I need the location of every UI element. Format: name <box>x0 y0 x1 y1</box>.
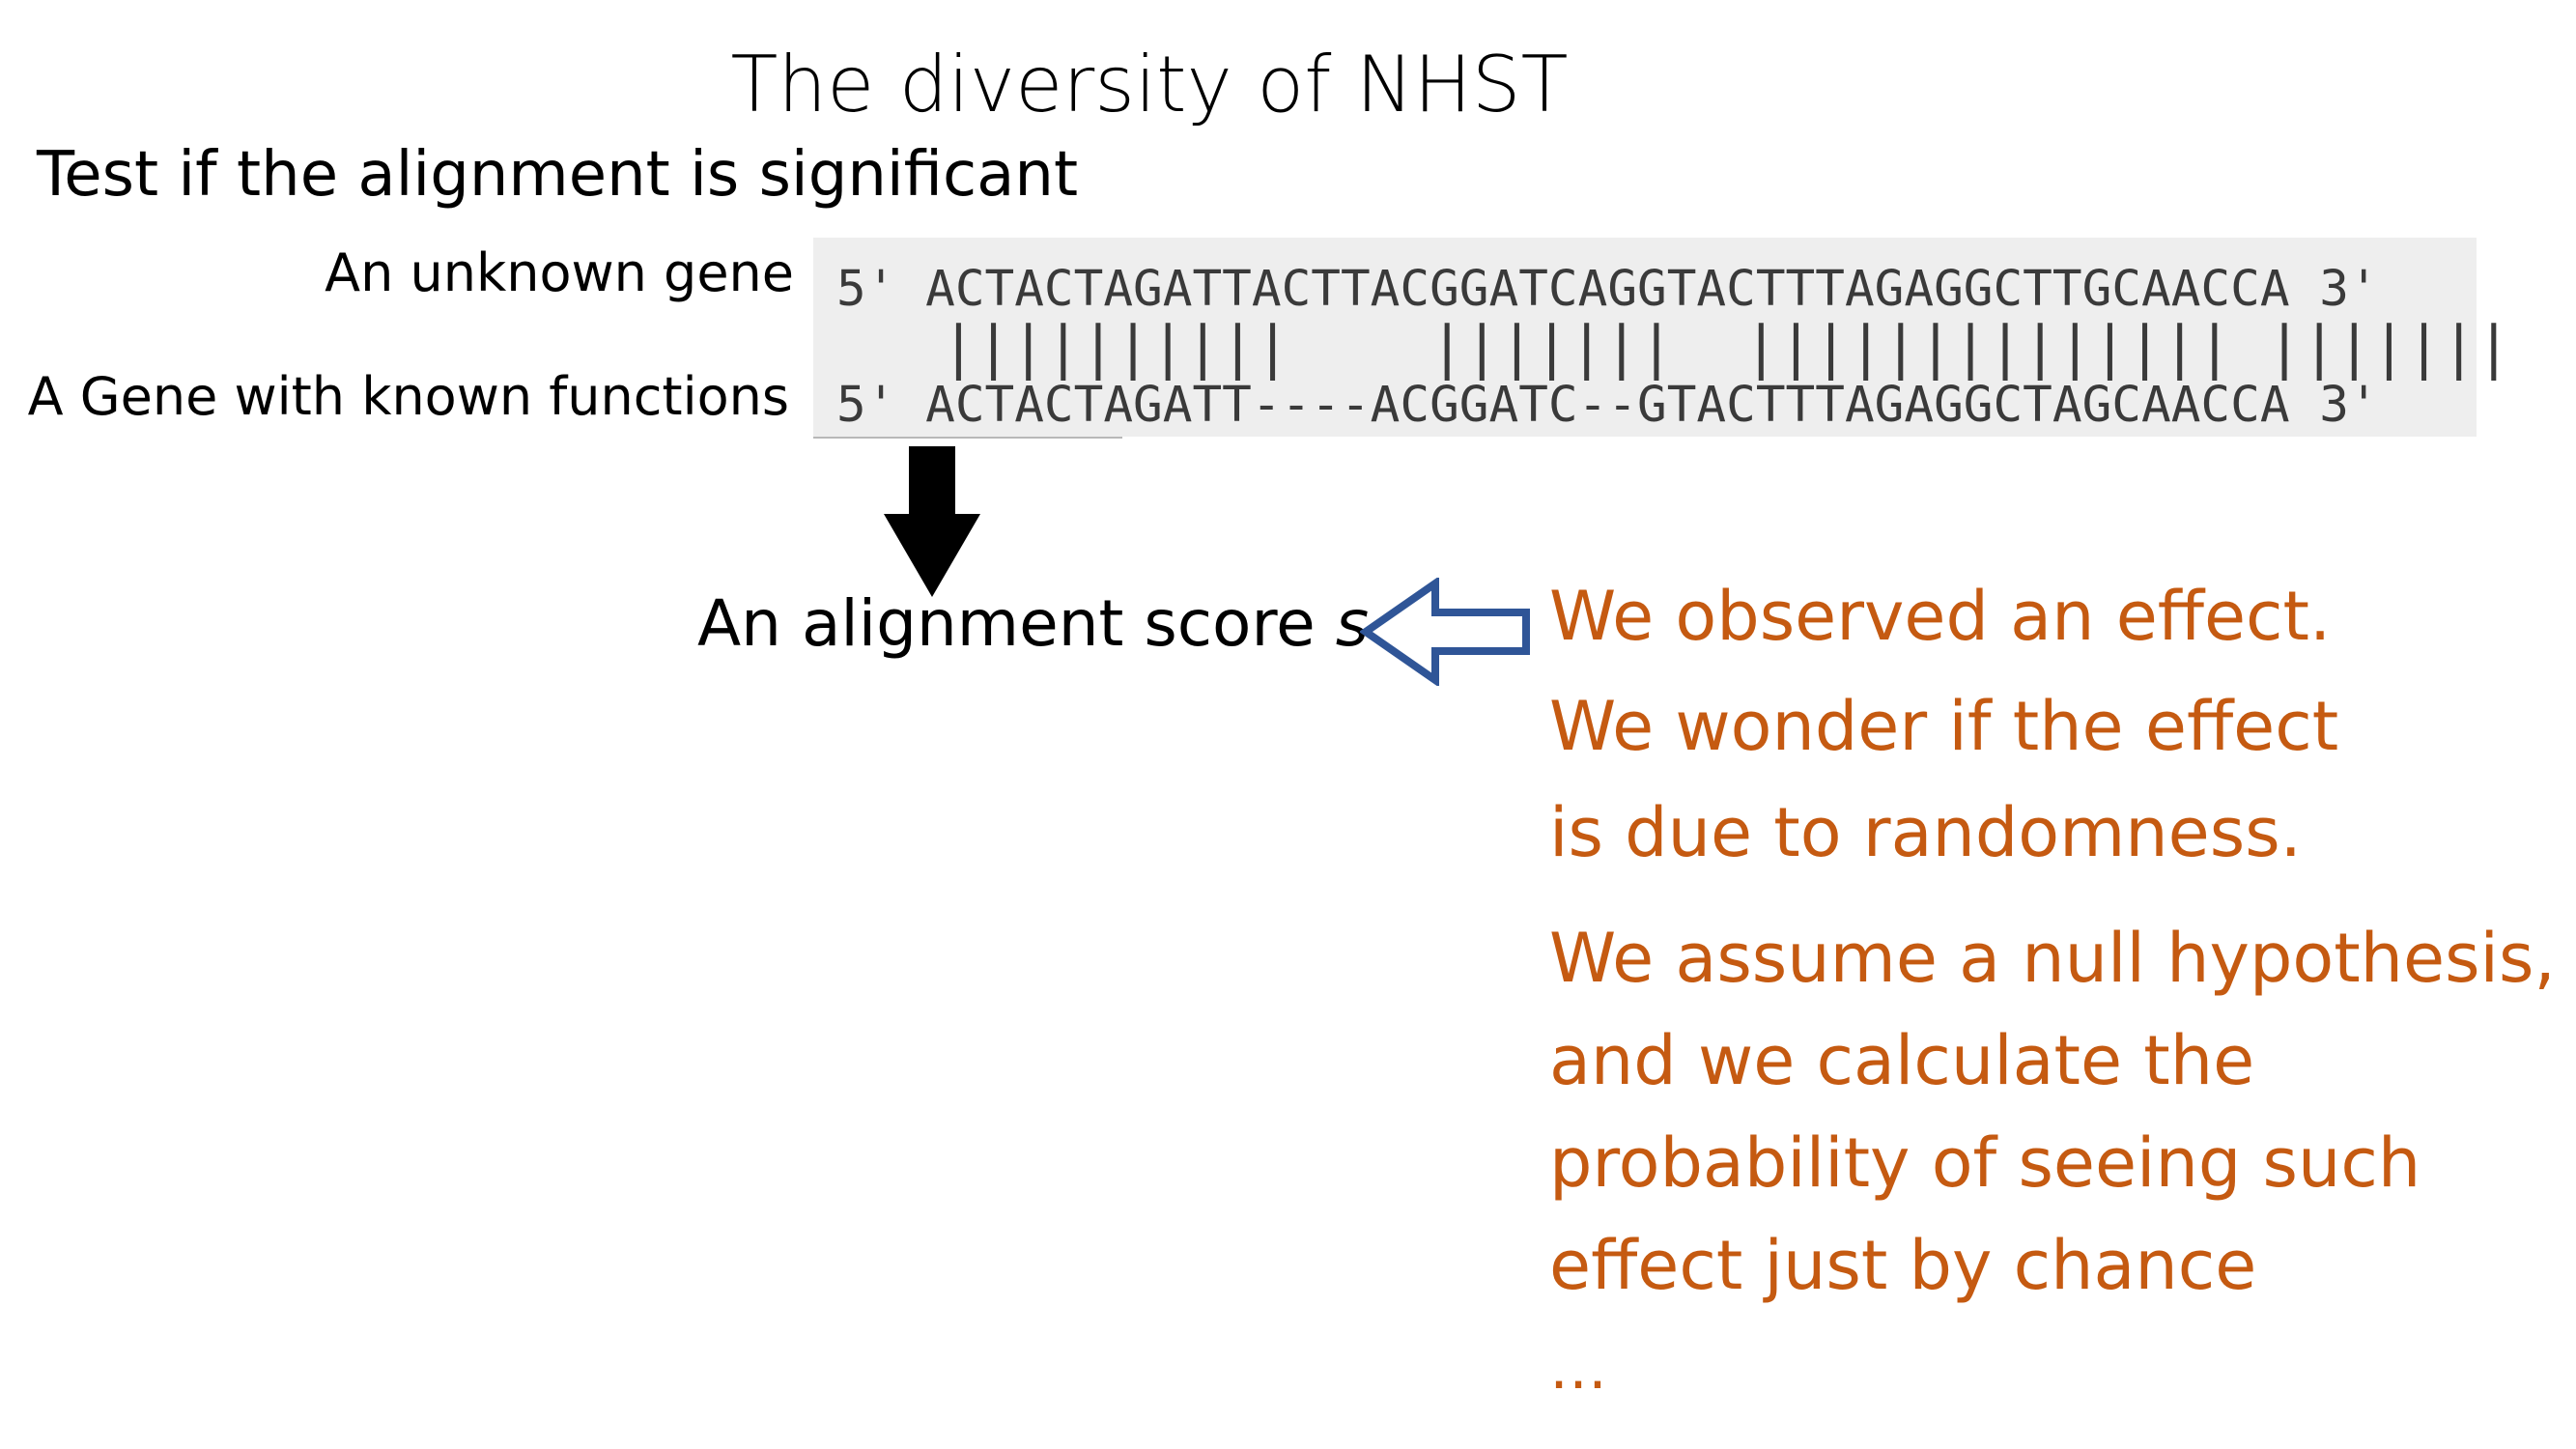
alignment-underline <box>813 437 1122 439</box>
unknown-gene-sequence: 5' ACTACTAGATTACTTACGGATCAGGTACTTTAGAGGC… <box>836 261 2379 318</box>
assume-text-line-1: We assume a null hypothesis, <box>1549 919 2556 998</box>
assume-text-line-3: probability of seeing such <box>1549 1123 2421 1203</box>
assume-text-line-2: and we calculate the <box>1549 1021 2255 1100</box>
hollow-left-arrow-icon <box>1360 578 1530 686</box>
alignment-score-label: An alignment score <box>697 586 1336 661</box>
alignment-score-text: An alignment score s <box>697 586 1370 661</box>
observed-effect-text: We observed an effect. <box>1549 577 2332 656</box>
down-arrow-icon <box>884 446 980 597</box>
wonder-text-line-1: We wonder if the effect <box>1549 687 2339 766</box>
score-variable: s <box>1335 586 1370 661</box>
known-gene-label: A Gene with known functions <box>27 366 789 427</box>
alignment-match-bars: |||||||||| ||||||| |||||||||||||| ||||||… <box>836 314 2511 382</box>
slide-subtitle: Test if the alignment is significant <box>37 139 1079 211</box>
ellipsis-text: … <box>1549 1335 1607 1403</box>
wonder-text-line-2: is due to randomness. <box>1549 793 2302 872</box>
sequence-alignment-image: 5' ACTACTAGATTACTTACGGATCAGGTACTTTAGAGGC… <box>813 238 2511 437</box>
known-gene-sequence: 5' ACTACTAGATT----ACGGATC--GTACTTTAGAGGC… <box>836 377 2379 434</box>
slide-title: The diversity of NHST <box>730 40 1569 129</box>
assume-text-line-4: effect just by chance <box>1549 1226 2257 1305</box>
unknown-gene-label: An unknown gene <box>325 242 794 303</box>
